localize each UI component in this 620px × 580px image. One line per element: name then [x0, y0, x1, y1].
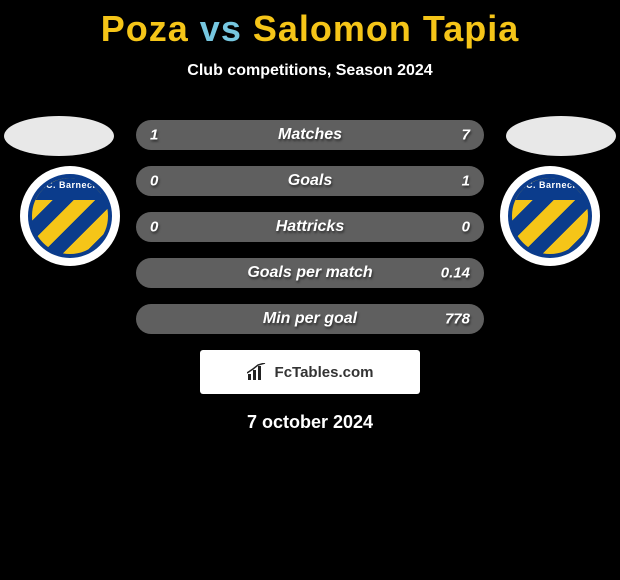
stat-row-hattricks: 0 Hattricks 0	[136, 212, 484, 242]
stat-label: Goals per match	[247, 264, 372, 282]
stat-right-value: 7	[462, 127, 470, 144]
vs-word: vs	[200, 8, 242, 49]
stat-label: Matches	[278, 126, 342, 144]
stat-row-goals-per-match: Goals per match 0.14	[136, 258, 484, 288]
stat-left-value: 0	[150, 219, 158, 236]
watermark-text: FcTables.com	[275, 364, 374, 381]
club-crest-icon: A.C. Barneche	[508, 174, 592, 258]
stat-right-value: 0	[462, 219, 470, 236]
stat-left-value: 0	[150, 173, 158, 190]
comparison-panel: A.C. Barneche A.C. Barneche 1 Matches 7 …	[0, 100, 620, 433]
stat-row-matches: 1 Matches 7	[136, 120, 484, 150]
player2-name: Salomon Tapia	[253, 8, 519, 49]
player2-club-badge: A.C. Barneche	[500, 166, 600, 266]
stat-row-goals: 0 Goals 1	[136, 166, 484, 196]
stat-label: Hattricks	[276, 218, 344, 236]
watermark: FcTables.com	[200, 350, 420, 394]
player2-photo-placeholder	[506, 116, 616, 156]
club-crest-text: A.C. Barneche	[32, 180, 108, 190]
player1-photo-placeholder	[4, 116, 114, 156]
bar-chart-icon	[247, 363, 269, 381]
club-crest-text: A.C. Barneche	[512, 180, 588, 190]
stat-label: Min per goal	[263, 310, 357, 328]
club-crest-icon: A.C. Barneche	[28, 174, 112, 258]
player1-club-badge: A.C. Barneche	[20, 166, 120, 266]
stat-label: Goals	[288, 172, 332, 190]
page-title: Poza vs Salomon Tapia	[0, 0, 620, 50]
date-label: 7 october 2024	[0, 412, 620, 433]
stat-right-value: 0.14	[441, 265, 470, 282]
stat-right-value: 1	[462, 173, 470, 190]
subtitle: Club competitions, Season 2024	[0, 62, 620, 80]
player1-name: Poza	[101, 8, 189, 49]
stat-right-value: 778	[445, 311, 470, 328]
stat-rows: 1 Matches 7 0 Goals 1 0 Hattricks 0 Goal…	[136, 100, 484, 334]
stat-row-min-per-goal: Min per goal 778	[136, 304, 484, 334]
stat-left-value: 1	[150, 127, 158, 144]
